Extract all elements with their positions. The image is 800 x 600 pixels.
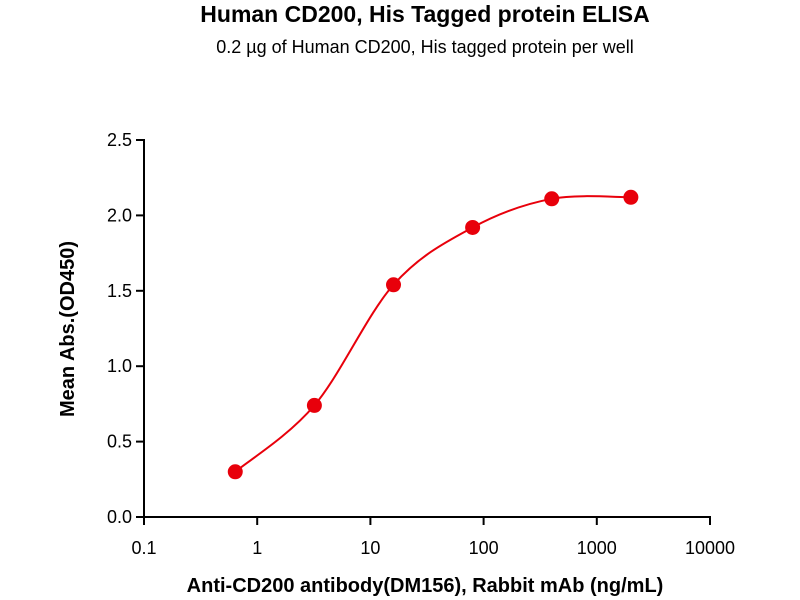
y-tick-label: 1.0 (107, 356, 132, 376)
x-tick-label: 1 (252, 538, 262, 558)
x-tick-label: 0.1 (131, 538, 156, 558)
x-tick-label: 10 (360, 538, 380, 558)
data-point (623, 189, 639, 205)
y-tick-label: 0.5 (107, 432, 132, 452)
y-tick-label: 1.5 (107, 281, 132, 301)
data-point (386, 277, 402, 293)
data-point (544, 191, 560, 207)
fit-curve (234, 195, 631, 473)
chart-title: Human CD200, His Tagged protein ELISA (200, 1, 649, 27)
y-tick-label: 0.0 (107, 507, 132, 527)
data-point (227, 464, 243, 480)
chart-subtitle: 0.2 µg of Human CD200, His tagged protei… (216, 37, 634, 57)
y-axis-label: Mean Abs.(OD450) (57, 241, 79, 417)
x-axis-label: Anti-CD200 antibody(DM156), Rabbit mAb (… (187, 575, 664, 597)
x-tick-label: 100 (469, 538, 499, 558)
x-tick-label: 10000 (685, 538, 735, 558)
data-point (306, 397, 322, 413)
x-tick-label: 1000 (577, 538, 617, 558)
y-tick-label: 2.5 (107, 130, 132, 150)
data-point (465, 219, 481, 235)
y-tick-label: 2.0 (107, 205, 132, 225)
